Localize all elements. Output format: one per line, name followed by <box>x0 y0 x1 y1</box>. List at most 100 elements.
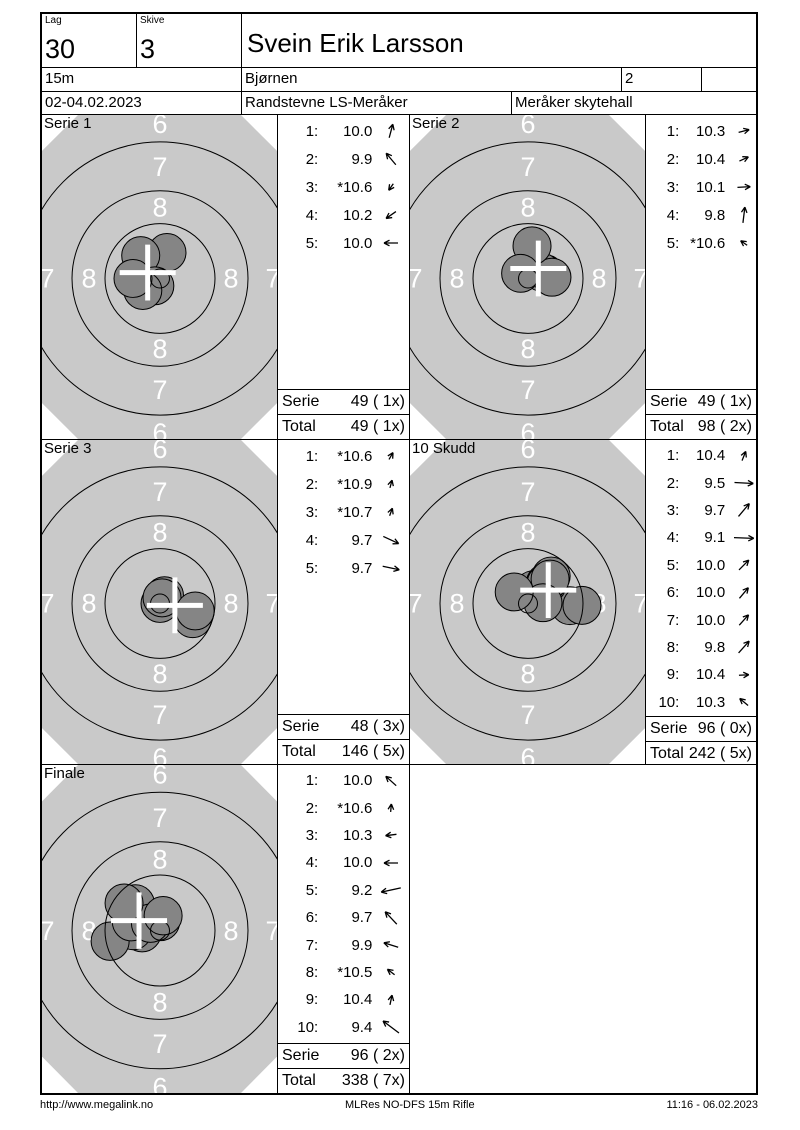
shot-number: 5: <box>305 234 319 252</box>
ring-number: 8 <box>223 589 238 619</box>
ring-number: 8 <box>449 264 464 294</box>
shot-row: 7: 10.0 <box>646 606 756 633</box>
shot-value: 10.0 <box>343 234 373 252</box>
shot-arrow-cell <box>372 853 409 873</box>
shot-value: 9.7 <box>351 531 373 549</box>
shot-list: 1: 10.3 2: 10.4 3: 10.1 4: 9.8 5: *10.6 Serie 49 … <box>645 115 756 439</box>
shot-number: 1: <box>305 772 319 790</box>
shot-number: 2: <box>305 799 319 817</box>
ring-number: 7 <box>152 700 167 730</box>
series-panels-grid: 8888777766 Serie 1 1:10.02:9.93:*10.64:1… <box>42 115 756 1093</box>
shot-direction-arrow-icon <box>384 910 398 925</box>
ring-number: 8 <box>152 987 167 1018</box>
ring-number: 7 <box>42 264 55 294</box>
shot-row: 8: 9.8 <box>646 634 756 661</box>
shot-row: 6: 9.7 <box>278 904 409 931</box>
lag-label: Lag <box>45 15 62 26</box>
panel-title: Serie 3 <box>44 440 92 457</box>
class-cell: 2 <box>622 68 702 91</box>
shot-rows: 1: 10.0 2: 9.9 3: *10.6 4: 10.2 5: 10.0 <box>278 115 409 257</box>
shot-value: 9.2 <box>351 881 373 899</box>
ring-number: 7 <box>520 700 535 730</box>
total-score-value: 146 ( 5x) <box>341 743 405 760</box>
dates-cell: 02-04.02.2023 <box>42 92 242 114</box>
total-score-row: Total 49 ( 1x) <box>278 414 409 439</box>
shot-row: 10: 10.3 <box>646 689 756 716</box>
shot-direction-arrow-icon <box>387 969 396 976</box>
header-row-1: Lag 30 Skive 3 Svein Erik Larsson <box>42 14 756 68</box>
shot-number: 10: <box>658 693 680 711</box>
shot-value: 9.7 <box>351 559 373 577</box>
shot-row: 4: 10.0 <box>278 849 409 876</box>
shot-direction-arrow-icon <box>385 832 397 839</box>
shot-value: 10.1 <box>695 178 726 196</box>
shot-direction-arrow-icon <box>387 994 395 1005</box>
series-panel: 8888777766 10 Skudd 1:10.42:9.53:9.74:9.… <box>410 440 756 765</box>
shot-row: 1: 10.0 <box>278 117 409 145</box>
shot-number: 4: <box>305 206 319 224</box>
ring-number: 8 <box>81 264 96 294</box>
ring-number: 8 <box>520 518 535 548</box>
shot-value: 9.8 <box>704 206 726 224</box>
shot-hole <box>175 591 215 631</box>
shot-row: 3: 9.7 <box>646 497 756 524</box>
shot-rows: 1: 10.3 2: 10.4 3: 10.1 4: 9.8 5: *10.6 <box>646 115 756 257</box>
shot-value: 10.2 <box>343 206 373 224</box>
shooter-name-cell: Svein Erik Larsson <box>242 14 756 67</box>
shot-direction-arrow-icon <box>388 183 395 191</box>
ring-number: 7 <box>633 264 645 294</box>
shot-direction-arrow-icon <box>737 183 751 191</box>
panel-title: Serie 2 <box>412 115 460 132</box>
empty-panel-slot <box>410 765 756 1093</box>
shot-direction-arrow-icon <box>387 803 395 813</box>
ring-number: 6 <box>152 418 167 439</box>
shot-value: 10.4 <box>695 447 726 465</box>
shot-number: 4: <box>305 531 319 549</box>
shot-number: 6: <box>305 909 319 927</box>
shot-direction-arrow-icon <box>738 127 750 135</box>
shot-row: 7: 9.9 <box>278 931 409 958</box>
shot-value: 10.4 <box>695 150 726 168</box>
shot-number: 7: <box>305 936 319 954</box>
ring-number: 8 <box>520 193 535 223</box>
series-panel: 8888777766 Serie 2 1:10.32:10.43:10.14:9… <box>410 115 756 440</box>
shot-arrow-cell <box>372 935 409 955</box>
shot-list: 1: 10.0 2: 9.9 3: *10.6 4: 10.2 5: 10.0 Serie 49 … <box>277 115 409 439</box>
ring-number: 6 <box>152 743 167 764</box>
shot-number: 5: <box>666 234 680 252</box>
mpi-cross <box>146 577 203 634</box>
shot-value: 9.7 <box>351 909 373 927</box>
shot-hole <box>562 585 602 625</box>
serie-score-row: Serie 96 ( 2x) <box>278 1043 409 1068</box>
shot-hole <box>113 259 153 298</box>
shot-arrow-cell <box>725 692 756 712</box>
shot-number: 2: <box>305 150 319 168</box>
shot-row: 3: *10.7 <box>278 498 409 526</box>
serie-score-label: Serie <box>650 393 688 410</box>
shot-list: 1: *10.6 2: *10.9 3: *10.7 4: 9.7 5: 9.7 Serie 48… <box>277 440 409 764</box>
shot-arrow-cell <box>725 500 756 520</box>
mpi-cross <box>119 244 176 301</box>
serie-score-value: 96 ( 0x) <box>697 719 752 737</box>
serie-score-value: 49 ( 1x) <box>697 393 752 410</box>
ring-number: 8 <box>223 264 238 294</box>
shot-number: 7: <box>666 611 680 629</box>
shot-number: 2: <box>666 150 680 168</box>
target-diagram: 8888777766 Serie 2 <box>410 115 645 439</box>
ring-number: 7 <box>42 915 55 946</box>
shot-value: *10.7 <box>337 503 373 521</box>
shot-direction-arrow-icon <box>740 240 748 247</box>
shot-direction-arrow-icon <box>739 586 750 599</box>
shot-number: 5: <box>305 559 319 577</box>
shot-direction-arrow-icon <box>383 535 400 545</box>
shot-value: 10.4 <box>695 666 726 684</box>
shot-number: 3: <box>666 501 680 519</box>
ring-number: 6 <box>520 418 535 439</box>
total-score-value: 338 ( 7x) <box>341 1072 405 1089</box>
ring-number: 8 <box>152 193 167 223</box>
ring-number: 7 <box>152 375 167 405</box>
serie-score-row: Serie 48 ( 3x) <box>278 714 409 739</box>
ring-number: 8 <box>223 915 238 946</box>
shot-arrow-cell <box>372 233 409 253</box>
ring-number: 7 <box>410 264 423 294</box>
